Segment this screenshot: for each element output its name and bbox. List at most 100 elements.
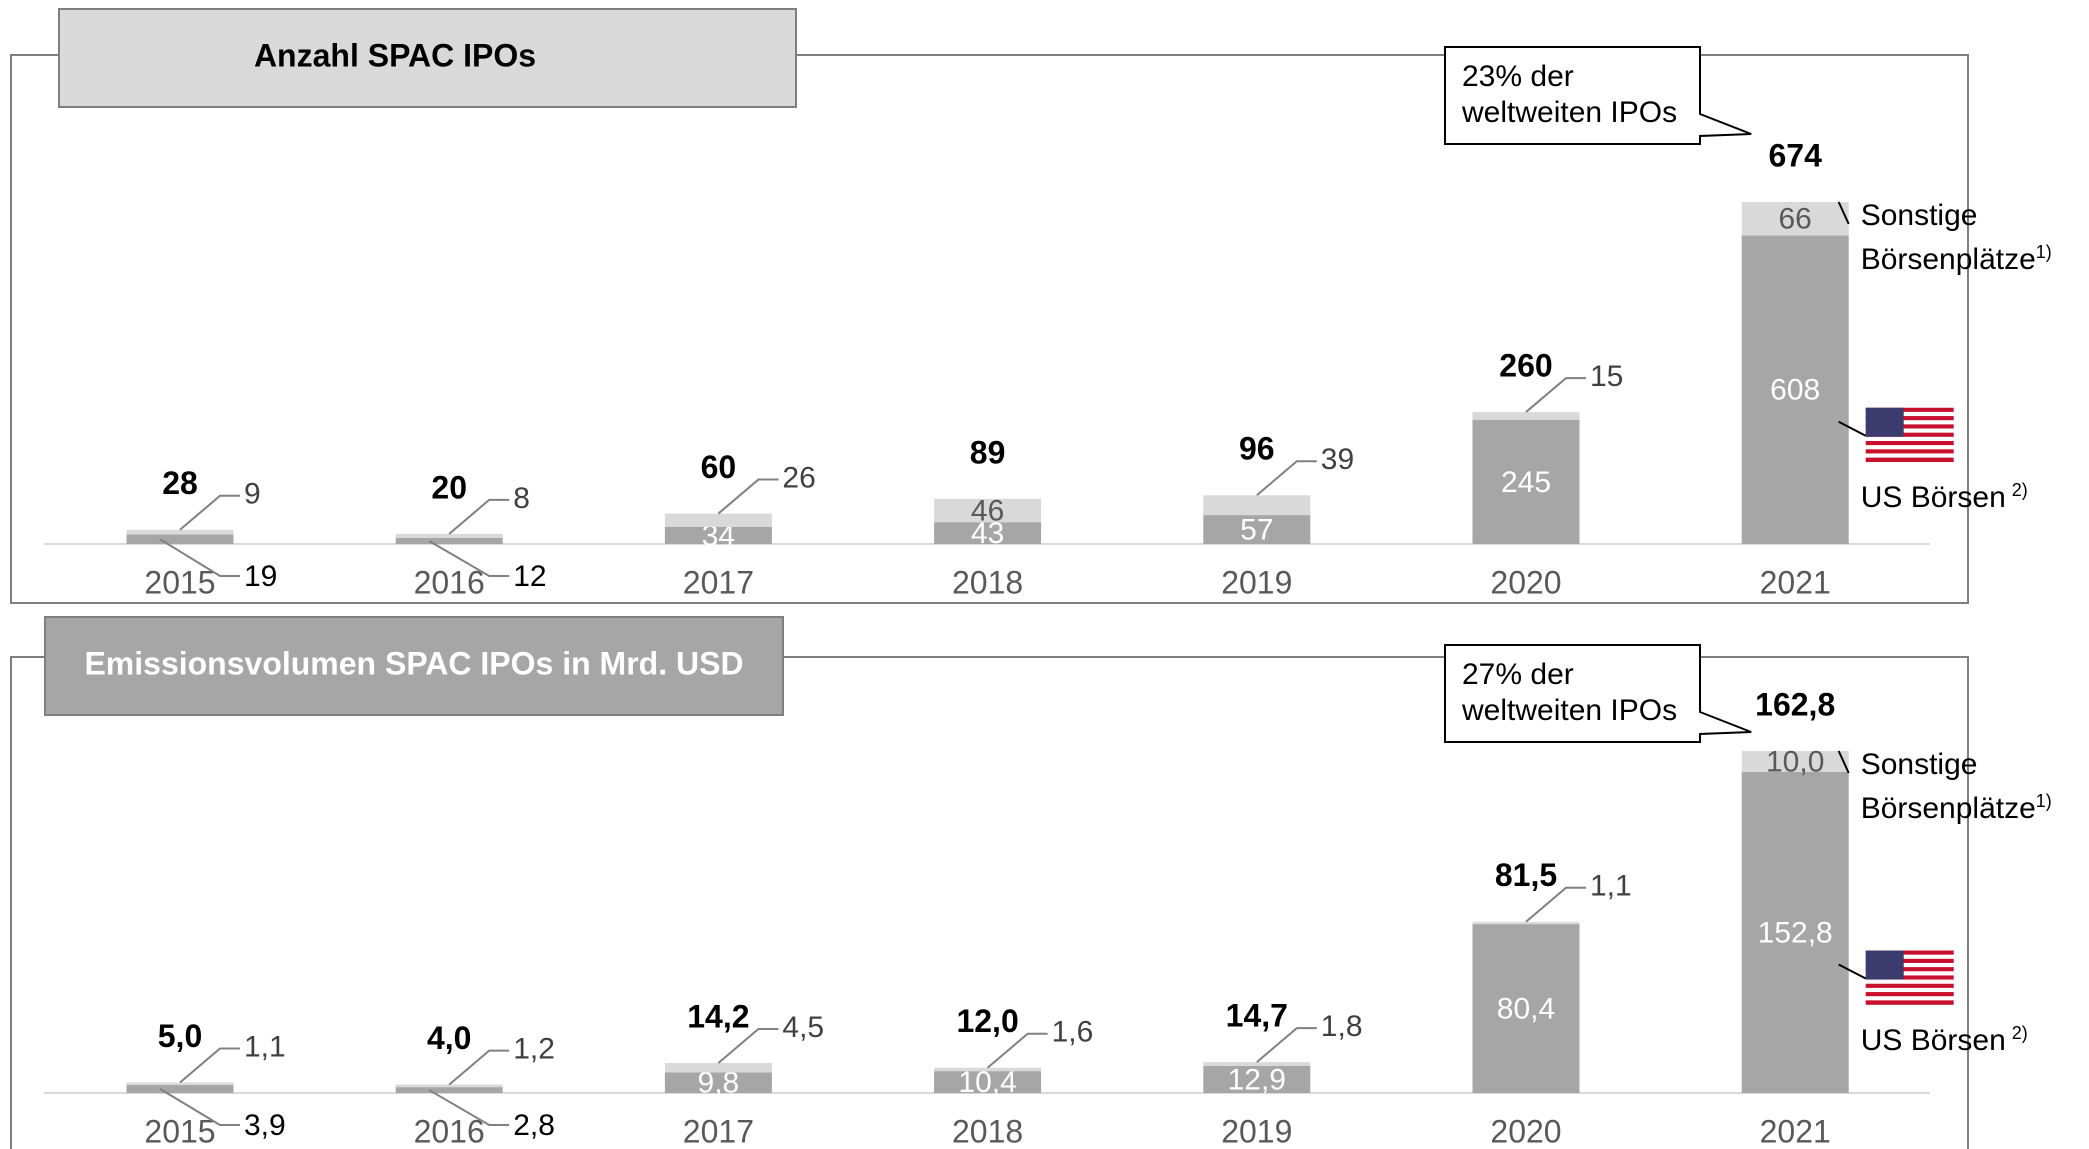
total-label: 96 bbox=[1239, 431, 1275, 467]
value-label: 19 bbox=[244, 560, 277, 593]
x-tick-label: 2019 bbox=[1221, 1113, 1292, 1149]
value-label: 15 bbox=[1590, 360, 1623, 393]
total-label: 4,0 bbox=[427, 1020, 471, 1056]
flag-stripe bbox=[1865, 449, 1954, 454]
total-label: 674 bbox=[1769, 137, 1823, 173]
leader-line bbox=[1525, 886, 1586, 923]
value-label: 10,0 bbox=[1766, 745, 1824, 778]
bar-segment bbox=[395, 1084, 503, 1088]
value-label: 1,1 bbox=[1590, 870, 1632, 903]
title-box bbox=[58, 8, 797, 108]
flag-stripe bbox=[1865, 967, 1954, 972]
bar-segment bbox=[126, 1082, 234, 1085]
flag-stripe bbox=[1865, 954, 1954, 960]
value-label: 8 bbox=[513, 482, 530, 515]
bar-segment bbox=[1203, 1062, 1311, 1066]
footnote: 1) bbox=[2035, 242, 2052, 262]
footnote: 1) bbox=[2035, 791, 2052, 811]
flag-stripe bbox=[1865, 979, 1954, 985]
flag-stripe bbox=[1865, 1000, 1954, 1005]
legend-leader bbox=[1838, 420, 1867, 437]
flag-stripe bbox=[1865, 445, 1954, 450]
value-label: 3,9 bbox=[244, 1109, 286, 1142]
bar-segment bbox=[126, 534, 234, 544]
flag-stripe bbox=[1865, 996, 1954, 1001]
flag-stripe bbox=[1865, 428, 1954, 433]
flag-stripe bbox=[1865, 420, 1954, 425]
bar-segment bbox=[1203, 1065, 1311, 1093]
x-tick-label: 2015 bbox=[144, 564, 215, 600]
value-label: 57 bbox=[1240, 513, 1273, 546]
leader-line bbox=[986, 1032, 1048, 1069]
bar-segment bbox=[664, 513, 772, 527]
flag-stripe bbox=[1865, 950, 1954, 955]
bar-segment bbox=[395, 533, 503, 538]
legend-name: Sonstige Börsenplätze bbox=[1860, 748, 2036, 825]
bar-segment bbox=[934, 1071, 1042, 1093]
value-label: 9 bbox=[244, 478, 261, 511]
total-label: 14,2 bbox=[687, 999, 749, 1035]
x-tick-label: 2018 bbox=[952, 1113, 1023, 1149]
leader-line bbox=[1525, 377, 1586, 413]
bar-segment bbox=[126, 529, 234, 535]
footnote: 2) bbox=[2011, 479, 2028, 500]
callout-box bbox=[1444, 644, 1752, 743]
legend-label: Sonstige Börsenplätze1) bbox=[1861, 198, 2089, 278]
x-tick-label: 2020 bbox=[1490, 1113, 1561, 1149]
x-tick-label: 2015 bbox=[144, 1113, 215, 1149]
flag-stripe bbox=[1865, 457, 1954, 463]
bar-segment bbox=[664, 1062, 772, 1073]
value-label: 10,4 bbox=[958, 1066, 1016, 1099]
legend-label: US Börsen 2) bbox=[1861, 472, 2089, 516]
bar-segment bbox=[664, 526, 772, 544]
legend-leader bbox=[1838, 963, 1867, 980]
us-flag bbox=[1865, 950, 1954, 1005]
callout-text: 23% der weltweiten IPOs bbox=[1462, 60, 1678, 129]
total-label: 60 bbox=[701, 449, 737, 485]
x-tick-label: 2019 bbox=[1221, 564, 1292, 600]
flag-stripe bbox=[1865, 453, 1954, 458]
flag-stripe bbox=[1865, 958, 1954, 964]
legend-leader bbox=[1837, 201, 1850, 225]
value-label: 152,8 bbox=[1758, 916, 1833, 949]
bar-segment bbox=[1741, 751, 1849, 773]
value-label: 12,9 bbox=[1228, 1063, 1286, 1096]
bar-segment bbox=[395, 1087, 503, 1093]
bar-segment bbox=[1472, 924, 1580, 1093]
bar-segment bbox=[934, 522, 1042, 544]
total-label: 81,5 bbox=[1495, 857, 1557, 893]
x-tick-label: 2016 bbox=[414, 1113, 485, 1149]
bar-segment bbox=[1741, 772, 1849, 1093]
bar-segment bbox=[1741, 235, 1849, 544]
value-label: 39 bbox=[1321, 443, 1354, 476]
bar-segment bbox=[1741, 202, 1849, 236]
flag-stripe bbox=[1865, 436, 1954, 442]
leader-line bbox=[159, 538, 240, 577]
leader-line bbox=[448, 1049, 510, 1086]
leader-line bbox=[428, 540, 510, 577]
value-label: 245 bbox=[1501, 466, 1551, 499]
total-label: 260 bbox=[1499, 348, 1552, 384]
value-label: 1,6 bbox=[1052, 1016, 1094, 1049]
panel-frame bbox=[10, 54, 1969, 604]
leader-line bbox=[179, 494, 240, 531]
value-label: 80,4 bbox=[1497, 992, 1555, 1025]
value-label: 1,1 bbox=[244, 1030, 286, 1063]
leader-line bbox=[159, 1088, 240, 1126]
bar-segment bbox=[934, 498, 1042, 523]
flag-stripe bbox=[1865, 983, 1954, 989]
us-flag bbox=[1865, 407, 1954, 463]
flag-stripe bbox=[1865, 411, 1954, 417]
flag-stripe bbox=[1865, 975, 1954, 980]
value-label: 1,8 bbox=[1321, 1010, 1363, 1043]
value-label: 608 bbox=[1770, 374, 1820, 407]
bar-segment bbox=[1203, 495, 1311, 516]
bar-segment bbox=[1472, 921, 1580, 925]
flag-canton bbox=[1865, 950, 1904, 980]
bar-segment bbox=[1472, 419, 1580, 544]
leader-line bbox=[717, 1027, 779, 1064]
x-tick-label: 2020 bbox=[1490, 564, 1561, 600]
callout-text: 27% der weltweiten IPOs bbox=[1462, 658, 1678, 727]
